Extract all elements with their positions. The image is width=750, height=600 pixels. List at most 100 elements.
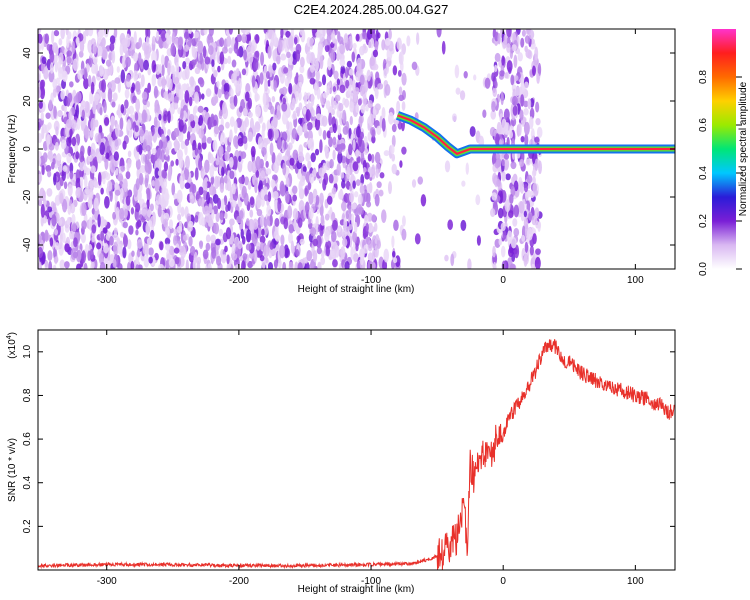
spectrogram-cell <box>342 109 347 124</box>
spectrogram-cell <box>46 43 51 51</box>
spectrogram-cell <box>294 261 299 269</box>
spectrogram-cell <box>231 73 236 84</box>
spectrogram-cell <box>91 64 97 74</box>
spectrogram-cell <box>280 53 287 61</box>
spectrogram-cell <box>318 167 324 177</box>
spectrogram-cell <box>194 147 198 156</box>
spectrogram-cell <box>183 31 190 40</box>
spectrogram-cell <box>50 30 55 44</box>
spectrogram-cell <box>535 101 540 113</box>
spectrogram-cell <box>55 45 59 57</box>
spectrogram-cell <box>167 129 171 137</box>
spectrogram-cell <box>79 176 84 189</box>
spectrogram-cell <box>127 158 132 169</box>
snr-x-label: Height of straight line (km) <box>298 584 415 595</box>
spectrogram-cell <box>501 260 507 269</box>
spectrogram-cell <box>307 222 313 230</box>
y-tick-label: 20 <box>22 95 33 107</box>
spectrogram-cell <box>163 91 168 99</box>
spectrogram-cell <box>254 50 260 58</box>
spectrogram-cell <box>345 79 350 89</box>
spectrogram-cell <box>184 182 191 189</box>
spectrogram-cell <box>242 253 248 261</box>
spectrogram-cell <box>316 246 322 255</box>
spectrogram-cell <box>374 193 380 207</box>
spectrogram-cell <box>381 106 386 120</box>
spectrogram-cell <box>288 232 293 244</box>
y-tick-label: 0.8 <box>22 388 33 402</box>
spectrogram-cell <box>330 49 336 63</box>
spectrogram-cell <box>261 228 265 237</box>
spectrogram-cell <box>535 248 541 256</box>
spectrogram-cell <box>276 136 282 150</box>
spectrogram-cell <box>387 181 393 195</box>
spectrogram-cell <box>259 235 266 244</box>
spectrogram-cell <box>368 41 372 49</box>
spectrogram-cell <box>375 168 379 179</box>
spectrogram-cell <box>173 102 179 110</box>
spectrogram-cell <box>103 242 109 254</box>
spectrogram-cell <box>202 249 209 260</box>
spectrogram-cell <box>250 145 256 158</box>
spectrogram-cell <box>141 202 148 215</box>
spectrogram-cell <box>476 235 481 246</box>
spectrogram-cell <box>209 164 215 178</box>
spectrogram-cell <box>259 241 264 251</box>
spectrogram-cell <box>309 106 314 114</box>
spectrogram-cell <box>92 42 97 55</box>
spectrogram-cell <box>76 263 82 269</box>
spectrogram-cell <box>208 45 214 56</box>
spectrogram-cell <box>388 29 392 40</box>
snr-panel: -300 -200 -100 0 100 0.2 0.4 0.6 0.8 1.0 Height … <box>6 329 676 595</box>
spectrogram-cell <box>192 48 198 60</box>
spectrogram-cell <box>238 155 242 162</box>
spectrogram-cell <box>322 130 327 141</box>
spectrogram-cell <box>489 126 496 137</box>
spectrogram-cell <box>237 137 244 147</box>
spectrogram-cell <box>286 51 291 59</box>
spectrogram-cell <box>398 86 403 96</box>
spectrogram-cell <box>146 237 152 246</box>
spectrogram-cell <box>282 261 287 269</box>
spectrogram-cell <box>359 84 365 97</box>
spectrogram-cell <box>100 187 104 195</box>
spectrogram-cell <box>225 227 232 240</box>
spectrogram-cell <box>117 243 123 255</box>
spectrogram-cell <box>188 220 194 228</box>
ridge-core <box>397 114 675 155</box>
spectrogram-cell <box>99 107 103 116</box>
spectrogram-cell <box>97 31 102 44</box>
spectrogram-cell <box>319 192 324 205</box>
spectrogram-cell <box>353 221 358 234</box>
spectrogram-cell <box>360 151 365 165</box>
spectrogram-cell <box>38 156 42 167</box>
spectrogram-cell <box>70 247 77 261</box>
spectrogram-cell <box>507 210 514 219</box>
spectrogram-cell <box>534 158 539 171</box>
spectrogram-cell <box>238 210 244 220</box>
spectrogram-cell <box>265 137 271 145</box>
spectrogram-cell <box>204 56 211 65</box>
spectrogram-cell <box>69 203 76 214</box>
spectrogram-cell <box>378 189 384 197</box>
spectrogram-cell <box>60 29 66 40</box>
spectrogram-cell <box>130 207 135 215</box>
spectrogram-cell <box>154 178 160 193</box>
spectrogram-cell <box>38 132 43 144</box>
spectrogram-cell <box>503 108 510 122</box>
spectrogram-cell <box>58 164 63 173</box>
spectrogram-cell <box>138 144 143 155</box>
spectrogram-cell <box>309 173 315 184</box>
spectrogram-cell <box>492 87 498 98</box>
spectrogram-cell <box>500 91 504 106</box>
spectrogram-cell <box>254 91 259 103</box>
spectrogram-cell <box>205 234 211 243</box>
y-tick-label: 0 <box>22 146 33 152</box>
spectrogram-cell <box>87 44 92 53</box>
spectrogram-cell <box>293 218 297 231</box>
spectrogram-cell <box>162 41 167 49</box>
spectrogram-cell <box>210 113 215 124</box>
spectrogram-cell <box>88 217 93 231</box>
spectrogram-cell <box>363 244 369 254</box>
spectrogram-cell <box>219 182 225 193</box>
